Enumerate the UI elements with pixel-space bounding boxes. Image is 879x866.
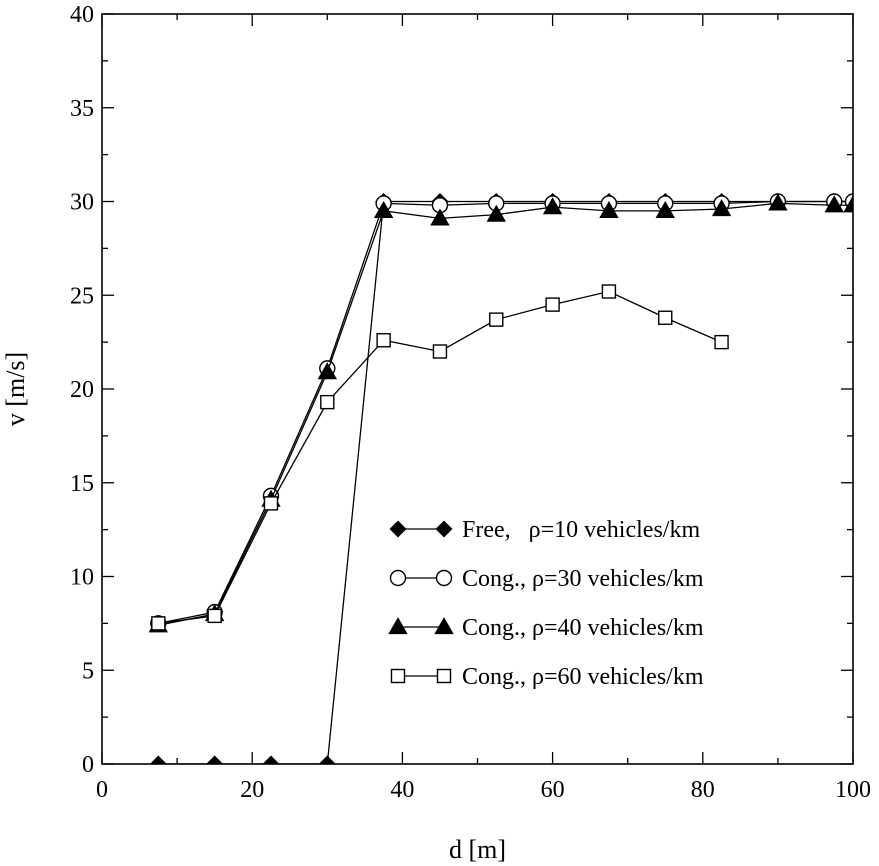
data-point — [489, 312, 504, 327]
plot-frame — [101, 13, 854, 765]
y-tick-label: 5 — [82, 658, 94, 684]
legend-marker — [435, 569, 453, 587]
data-point — [843, 195, 853, 213]
series-markers — [151, 284, 729, 631]
series-layer — [148, 193, 853, 764]
legend-marker — [436, 668, 452, 684]
legend-marker — [434, 617, 454, 635]
x-tick-label: 20 — [240, 777, 264, 803]
y-tick-label: 40 — [70, 2, 94, 28]
data-point — [711, 199, 732, 217]
legend-marker — [390, 668, 406, 684]
x-axis-title: d [m] — [449, 835, 506, 864]
data-point — [376, 333, 391, 348]
y-axis-title: v [m/s] — [1, 352, 30, 426]
y-tick-label: 20 — [70, 377, 94, 403]
legend-label: Cong., ρ=40 vehicles/km — [462, 615, 704, 641]
x-tick-label: 80 — [691, 777, 715, 803]
legend-label: Free, ρ=10 vehicles/km — [462, 517, 700, 543]
data-point — [714, 334, 729, 350]
data-point — [263, 496, 279, 511]
axis-ticks: 0 20 40 60 80 100 0 5 10 15 20 25 30 35 40 — [70, 2, 871, 803]
legend-label: Cong., ρ=60 vehicles/km — [462, 664, 704, 690]
data-point — [599, 200, 619, 218]
data-point — [320, 394, 335, 410]
legend-item: Cong., ρ=30 vehicles/km — [389, 566, 704, 592]
data-point — [542, 197, 563, 215]
x-tick-label: 60 — [541, 777, 565, 803]
data-point — [486, 204, 506, 222]
data-point — [432, 344, 448, 359]
series-4 — [151, 284, 729, 631]
legend-marker — [389, 520, 407, 538]
legend-item: Cong., ρ=40 vehicles/km — [388, 615, 704, 641]
data-point — [151, 616, 166, 631]
data-point — [262, 755, 280, 764]
y-tick-label: 15 — [70, 471, 94, 497]
y-tick-label: 10 — [70, 565, 94, 591]
data-point — [768, 193, 788, 211]
data-point — [318, 755, 336, 764]
legend: Free, ρ=10 vehicles/km Cong., ρ=30 vehicl… — [388, 517, 704, 690]
data-point — [317, 362, 338, 380]
data-point — [658, 310, 673, 325]
data-point — [206, 755, 224, 764]
data-point — [149, 755, 167, 764]
legend-item: Cong., ρ=60 vehicles/km — [390, 664, 704, 690]
series-line — [158, 202, 853, 626]
y-tick-label: 0 — [82, 752, 94, 778]
legend-label: Cong., ρ=30 vehicles/km — [462, 566, 704, 592]
data-point — [655, 200, 675, 218]
x-tick-label: 100 — [835, 777, 871, 803]
legend-marker — [389, 569, 407, 587]
x-tick-label: 40 — [390, 777, 414, 803]
y-tick-label: 30 — [70, 190, 94, 216]
legend-marker — [435, 520, 453, 538]
data-point — [430, 208, 450, 226]
data-point — [601, 284, 617, 299]
data-point — [373, 200, 394, 218]
data-point — [207, 608, 222, 624]
legend-marker — [388, 617, 408, 635]
y-tick-label: 35 — [70, 96, 94, 122]
legend-item: Free, ρ=10 vehicles/km — [389, 517, 700, 543]
data-point — [824, 195, 844, 213]
y-tick-label: 25 — [70, 283, 94, 309]
data-point — [545, 297, 560, 312]
x-tick-label: 0 — [96, 777, 108, 803]
series-line — [158, 200, 853, 625]
